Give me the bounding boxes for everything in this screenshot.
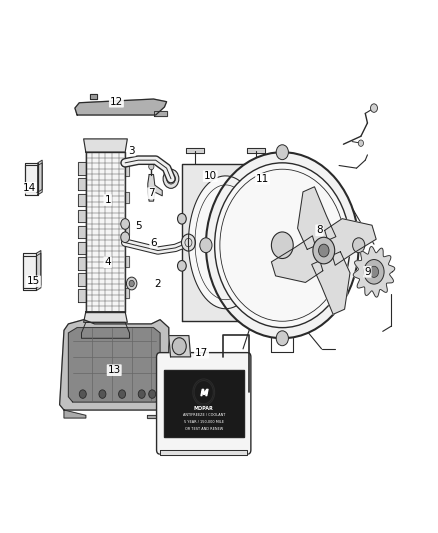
Polygon shape — [353, 247, 395, 297]
Polygon shape — [182, 164, 269, 321]
Polygon shape — [78, 209, 86, 222]
Text: 15: 15 — [27, 277, 40, 286]
Circle shape — [318, 244, 329, 257]
Polygon shape — [64, 410, 86, 418]
Polygon shape — [25, 163, 38, 192]
Circle shape — [358, 140, 364, 147]
Circle shape — [127, 277, 137, 290]
Polygon shape — [78, 225, 86, 238]
Polygon shape — [147, 415, 164, 418]
Circle shape — [200, 238, 212, 253]
Polygon shape — [247, 148, 265, 154]
Circle shape — [138, 390, 145, 398]
Polygon shape — [60, 320, 169, 410]
Circle shape — [206, 152, 359, 338]
Polygon shape — [86, 152, 125, 312]
Polygon shape — [22, 256, 36, 290]
Polygon shape — [78, 193, 86, 206]
Circle shape — [163, 169, 179, 188]
Circle shape — [272, 232, 293, 259]
Polygon shape — [125, 192, 130, 203]
Text: 17: 17 — [195, 348, 208, 358]
Polygon shape — [163, 370, 244, 437]
Circle shape — [99, 390, 106, 398]
Polygon shape — [81, 322, 130, 338]
Circle shape — [215, 163, 350, 328]
Circle shape — [364, 260, 384, 284]
Text: 6: 6 — [150, 238, 157, 247]
Polygon shape — [125, 224, 130, 235]
Polygon shape — [78, 177, 86, 190]
Polygon shape — [325, 219, 376, 265]
Text: OR TEST AND RENEW: OR TEST AND RENEW — [184, 427, 223, 431]
Text: 7: 7 — [148, 188, 155, 198]
Polygon shape — [25, 165, 38, 195]
Text: 14: 14 — [22, 183, 36, 193]
Polygon shape — [38, 163, 42, 195]
Circle shape — [276, 145, 288, 160]
Polygon shape — [169, 336, 191, 357]
Polygon shape — [125, 256, 130, 266]
Text: 3: 3 — [128, 146, 135, 156]
Text: 13: 13 — [108, 365, 121, 375]
Polygon shape — [153, 111, 166, 116]
Polygon shape — [148, 174, 162, 201]
Polygon shape — [78, 273, 86, 286]
Circle shape — [313, 237, 335, 264]
Circle shape — [121, 232, 130, 243]
Circle shape — [353, 238, 365, 253]
Polygon shape — [78, 241, 86, 254]
Circle shape — [371, 104, 378, 112]
Circle shape — [177, 261, 186, 271]
Polygon shape — [22, 253, 36, 288]
Circle shape — [79, 390, 86, 398]
Circle shape — [181, 234, 195, 251]
Polygon shape — [78, 289, 86, 302]
Circle shape — [119, 390, 126, 398]
Text: 12: 12 — [110, 96, 123, 107]
Polygon shape — [84, 312, 127, 322]
Text: 8: 8 — [316, 225, 323, 236]
Polygon shape — [78, 162, 86, 174]
Text: 9: 9 — [364, 267, 371, 277]
Polygon shape — [160, 450, 247, 455]
Polygon shape — [84, 139, 127, 152]
Polygon shape — [186, 148, 204, 154]
Circle shape — [177, 214, 186, 224]
Polygon shape — [312, 252, 350, 314]
Circle shape — [276, 331, 288, 346]
Polygon shape — [297, 187, 336, 249]
Polygon shape — [125, 288, 130, 298]
Circle shape — [149, 390, 155, 398]
Circle shape — [369, 266, 378, 277]
Circle shape — [172, 338, 186, 355]
FancyBboxPatch shape — [156, 353, 251, 454]
Polygon shape — [125, 165, 130, 176]
Text: MOPAR: MOPAR — [194, 406, 214, 410]
Text: 5 YEAR / 150,000 MILE: 5 YEAR / 150,000 MILE — [184, 420, 224, 424]
Polygon shape — [188, 176, 263, 309]
Text: 5: 5 — [135, 221, 141, 231]
Polygon shape — [38, 160, 42, 192]
Circle shape — [193, 379, 215, 406]
Polygon shape — [90, 94, 97, 99]
Polygon shape — [36, 253, 41, 290]
Circle shape — [149, 164, 154, 169]
Polygon shape — [68, 328, 160, 402]
Text: ANTIFREEZE / COOLANT: ANTIFREEZE / COOLANT — [183, 413, 225, 417]
Text: 4: 4 — [104, 257, 111, 267]
Text: 2: 2 — [155, 279, 161, 288]
Polygon shape — [36, 251, 41, 288]
Polygon shape — [272, 236, 323, 282]
Polygon shape — [78, 257, 86, 270]
Polygon shape — [75, 99, 166, 115]
Text: 1: 1 — [104, 195, 111, 205]
Circle shape — [121, 219, 130, 229]
Text: 11: 11 — [256, 174, 269, 184]
Circle shape — [129, 280, 134, 287]
Text: 10: 10 — [204, 171, 217, 181]
